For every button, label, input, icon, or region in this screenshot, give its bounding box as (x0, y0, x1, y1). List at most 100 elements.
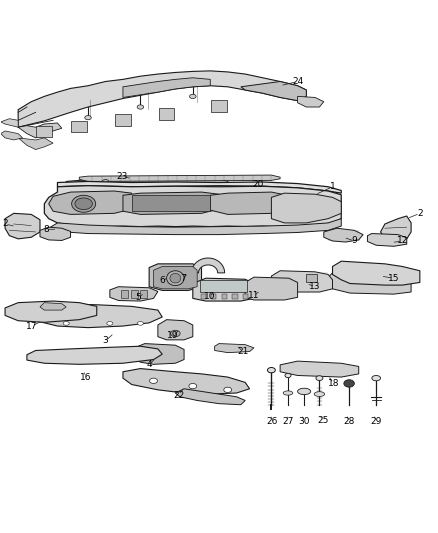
Bar (201, 294, 206, 300)
Bar (115, 114, 131, 126)
Text: 4: 4 (146, 360, 152, 369)
Polygon shape (191, 258, 225, 273)
Bar (131, 290, 138, 298)
Text: 27: 27 (283, 417, 293, 426)
Polygon shape (332, 261, 420, 285)
Ellipse shape (170, 330, 180, 337)
Text: 25: 25 (317, 416, 328, 425)
Ellipse shape (283, 391, 293, 395)
Polygon shape (5, 213, 40, 239)
Ellipse shape (224, 387, 232, 392)
Text: 3: 3 (102, 336, 108, 345)
Bar (211, 100, 227, 112)
Text: 5: 5 (135, 293, 141, 302)
Polygon shape (49, 191, 132, 214)
Bar (243, 294, 248, 300)
Polygon shape (40, 303, 66, 310)
Text: 11: 11 (248, 291, 260, 300)
Polygon shape (66, 178, 228, 184)
Text: 7: 7 (180, 273, 186, 282)
Ellipse shape (372, 375, 381, 381)
Polygon shape (272, 271, 332, 292)
Polygon shape (57, 181, 341, 193)
Bar (71, 120, 87, 132)
Text: 23: 23 (117, 172, 128, 181)
Polygon shape (324, 228, 363, 242)
Text: 24: 24 (292, 77, 303, 86)
Polygon shape (193, 278, 254, 301)
Text: 21: 21 (237, 347, 249, 356)
Ellipse shape (316, 376, 323, 381)
Polygon shape (27, 346, 162, 365)
Ellipse shape (138, 321, 144, 325)
Polygon shape (280, 361, 359, 377)
Ellipse shape (344, 379, 354, 387)
Polygon shape (215, 344, 254, 353)
Text: 6: 6 (159, 276, 165, 285)
Text: 2: 2 (417, 209, 423, 218)
Bar (306, 274, 317, 282)
Bar (233, 294, 238, 300)
Polygon shape (210, 192, 285, 214)
Ellipse shape (268, 368, 276, 373)
Ellipse shape (189, 383, 197, 389)
Polygon shape (123, 78, 210, 98)
Text: 29: 29 (371, 417, 382, 426)
Text: 15: 15 (388, 273, 399, 282)
Polygon shape (123, 192, 219, 214)
Polygon shape (35, 304, 162, 328)
Polygon shape (132, 344, 184, 365)
Ellipse shape (285, 373, 291, 377)
Ellipse shape (170, 273, 181, 283)
Polygon shape (40, 227, 71, 240)
Ellipse shape (85, 116, 91, 120)
Text: 30: 30 (298, 417, 310, 426)
Polygon shape (49, 219, 341, 235)
Bar (200, 280, 247, 292)
Polygon shape (367, 233, 407, 246)
Polygon shape (44, 185, 341, 227)
Polygon shape (18, 71, 306, 127)
Text: 2: 2 (2, 220, 8, 229)
Ellipse shape (75, 198, 92, 209)
Polygon shape (18, 138, 53, 150)
Ellipse shape (297, 388, 311, 394)
Text: 22: 22 (173, 391, 184, 400)
Ellipse shape (63, 321, 69, 325)
Ellipse shape (166, 271, 184, 286)
Polygon shape (328, 273, 411, 294)
Polygon shape (272, 193, 341, 223)
Polygon shape (1, 131, 22, 140)
Polygon shape (245, 277, 297, 300)
Text: 28: 28 (343, 417, 355, 426)
Text: 13: 13 (309, 282, 321, 291)
Polygon shape (175, 389, 245, 405)
Text: 8: 8 (44, 225, 49, 234)
Text: 1: 1 (330, 182, 336, 191)
Ellipse shape (107, 321, 113, 325)
Polygon shape (110, 287, 158, 301)
Ellipse shape (150, 378, 157, 383)
Text: 17: 17 (26, 321, 38, 330)
Polygon shape (79, 175, 280, 181)
Ellipse shape (137, 105, 144, 109)
Ellipse shape (102, 180, 109, 182)
Polygon shape (241, 82, 306, 101)
Ellipse shape (314, 392, 325, 397)
Polygon shape (18, 123, 62, 138)
Text: 26: 26 (267, 417, 278, 426)
Bar (159, 108, 174, 120)
Bar (211, 294, 216, 300)
Text: 9: 9 (351, 237, 357, 246)
Polygon shape (297, 96, 324, 107)
Text: 10: 10 (204, 292, 215, 301)
Polygon shape (158, 320, 193, 340)
Polygon shape (149, 264, 201, 290)
Text: 12: 12 (397, 237, 408, 246)
Bar (141, 290, 148, 298)
Bar (132, 195, 210, 211)
Polygon shape (123, 368, 250, 394)
Ellipse shape (190, 94, 196, 99)
Bar (36, 126, 52, 138)
Polygon shape (153, 266, 197, 289)
